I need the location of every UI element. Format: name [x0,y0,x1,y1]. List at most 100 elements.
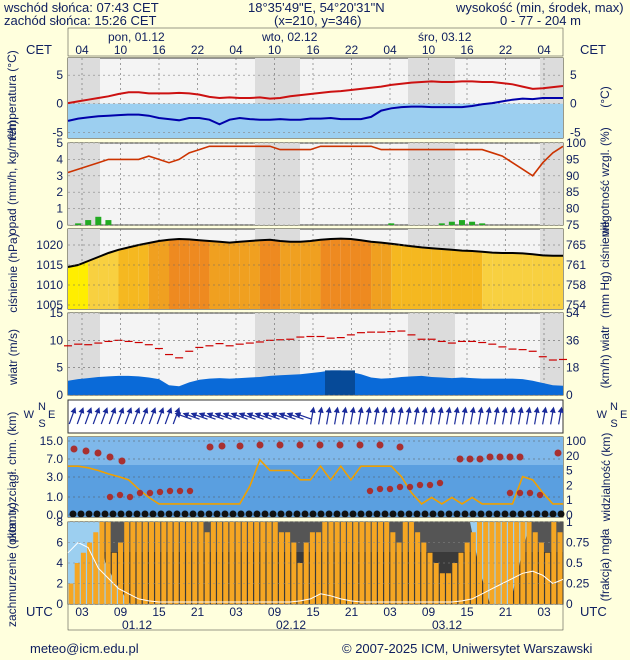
wind-arrow [84,407,93,425]
cloud-base-dot [213,510,221,518]
utc-tick-label: 09 [114,605,128,619]
wind-tick-right: 54 [566,306,580,320]
wind-arrow-head [126,407,133,414]
night-band [255,143,300,225]
wind-tick-right: 36 [566,333,580,347]
cloudiness-bar [353,522,359,604]
pressure-fill [270,239,281,309]
cloudiness-bar [204,532,210,604]
precip-bar [105,220,112,225]
cloud-base-dot [453,510,461,518]
wind-arrow-head [349,406,356,414]
pressure-fill [340,238,351,309]
cloudiness-bar [408,522,414,604]
wind-arrow-head [262,412,270,418]
wind-arrow-head [381,406,388,414]
wind-arrow-head [405,406,412,414]
wind-arrow-head [517,406,524,414]
wind-arrow-head [174,412,182,418]
cet-tick-label: 16 [152,43,166,57]
cloudiness-bar [167,522,173,604]
day-label-bottom-2: 02.12 [276,618,307,632]
wind-arrow-head [389,406,396,414]
wind-arrow-head [325,406,332,414]
cloud-base-dot [301,510,309,518]
cloudiness-bar [303,542,309,604]
cloud-base-dot [157,510,165,518]
cloud-base-dot [485,510,493,518]
wind-arrow [421,406,428,425]
precip-tick-left: 4 [56,152,63,166]
cloud-mid-dot [406,483,414,491]
pressure-fill [532,254,543,309]
wind-arrow [100,407,109,425]
cloud-mid-dot [106,493,114,501]
pressure-fill [229,241,240,309]
pressure-fill [472,251,483,309]
cloud-base-dot [221,510,229,518]
cloudiness-bar [297,563,303,604]
wind-arrow-head [174,407,181,414]
footer-email[interactable]: meteo@icm.edu.pl [30,641,139,656]
visibility-tick: 1 [566,493,573,507]
cloud-top-dot [82,447,90,455]
cloud-base-dot [397,510,405,518]
cloud-top-dot [236,442,244,450]
cet-label-right: CET [580,42,606,57]
wind-arrow [92,407,101,425]
pressure-fill [239,241,250,309]
wind-arrow-head [445,406,452,414]
cet-tick-label: 10 [268,43,282,57]
pressure-fill [320,239,331,309]
cloud-base-dot [77,510,85,518]
cloud-base-dot [141,510,149,518]
cloud-base-dot [309,510,317,518]
wind-arrow-head [110,407,117,414]
cloud-base-dot [549,510,557,518]
fog-line [67,541,564,603]
wind-arrow [156,407,165,425]
wind-arrow [246,412,264,420]
utc-tick-label: 03 [383,605,397,619]
fog-tick-right: 0.75 [566,536,590,550]
cet-tick-label: 04 [75,43,89,57]
pressure-tick-left: 1010 [36,278,63,292]
pressure-fill [492,252,503,309]
wind-arrow-head [541,406,548,414]
wind-arrow [182,412,200,420]
wind-tick-left: 15 [50,306,64,320]
pressure-fill [259,239,271,309]
cloud-mid-dot [506,489,514,497]
cloudiness-bar [458,552,464,604]
visibility-tick: 5 [566,464,573,478]
wind-arrow-head [134,407,141,414]
cloud-base-dot [517,510,525,518]
pressure-fill [169,239,180,309]
cloudiness-bar [470,532,476,604]
utc-tick-label: 15 [460,605,474,619]
pressure-fill [360,240,372,309]
cet-tick-label: 22 [499,43,513,57]
pressure-fill [209,241,220,309]
wind-arrow-head [246,412,254,418]
cloudiness-bar [179,522,185,604]
cloudiness-bar [291,542,297,604]
utc-tick-label: 03 [537,605,551,619]
wind-arrow [485,406,492,425]
day-label-top-2: wto, 02.12 [262,30,318,44]
utc-tick-label: 09 [268,605,282,619]
pressure-fill [179,239,190,309]
cloudiness-bar [80,552,86,604]
pressure-fill [98,253,109,309]
precip-tick-left: 5 [56,136,63,150]
cloudiness-bar [74,563,80,604]
wind-arrow [325,406,332,425]
cloudiness-bar [433,563,439,604]
wind-arrow [174,412,192,420]
cloud-top-dot [256,441,264,449]
wind-arrow [557,406,564,425]
cloudiness-bar [285,532,291,604]
precip-tick-left: 3 [56,169,63,183]
wind-arrow-head [206,412,214,418]
temp-tick-left: -5 [52,125,63,139]
